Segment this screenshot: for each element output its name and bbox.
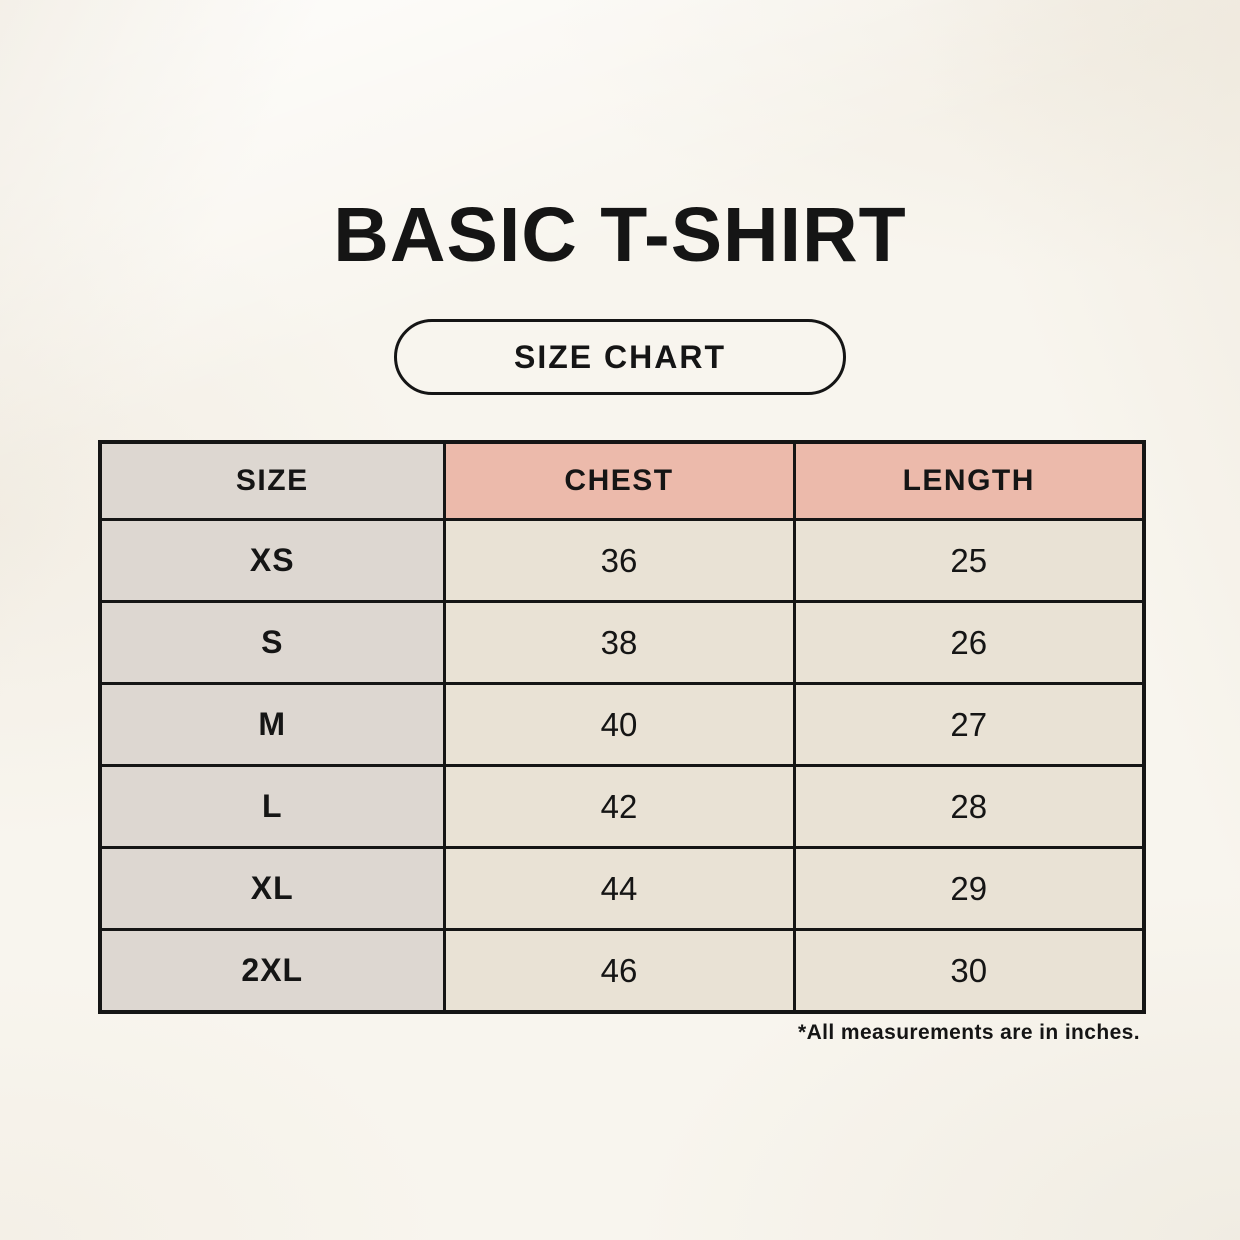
table-row-xl: XL 44 29 bbox=[98, 846, 1146, 931]
length-value: 28 bbox=[792, 764, 1146, 849]
chest-value: 36 bbox=[442, 518, 796, 603]
chest-value: 38 bbox=[442, 600, 796, 685]
chest-value: 46 bbox=[442, 928, 796, 1014]
size-label: S bbox=[98, 600, 446, 685]
measurements-footnote: *All measurements are in inches. bbox=[798, 1021, 1140, 1044]
size-label: XL bbox=[98, 846, 446, 931]
chest-value: 44 bbox=[442, 846, 796, 931]
column-header-chest: CHEST bbox=[442, 440, 796, 521]
table-row-2xl: 2XL 46 30 bbox=[98, 928, 1146, 1014]
table-row-m: M 40 27 bbox=[98, 682, 1146, 767]
column-header-size: SIZE bbox=[98, 440, 446, 521]
table-header-row: SIZE CHEST LENGTH bbox=[98, 440, 1146, 521]
size-chart-table: SIZE CHEST LENGTH XS 36 25 S 38 26 M 40 … bbox=[98, 440, 1146, 1014]
size-label: XS bbox=[98, 518, 446, 603]
table-row-xs: XS 36 25 bbox=[98, 518, 1146, 603]
size-label: 2XL bbox=[98, 928, 446, 1014]
chest-value: 42 bbox=[442, 764, 796, 849]
table-row-s: S 38 26 bbox=[98, 600, 1146, 685]
size-chart-badge-label: SIZE CHART bbox=[514, 338, 726, 375]
size-label: L bbox=[98, 764, 446, 849]
chest-value: 40 bbox=[442, 682, 796, 767]
length-value: 25 bbox=[792, 518, 1146, 603]
size-chart-badge: SIZE CHART bbox=[394, 319, 846, 395]
length-value: 26 bbox=[792, 600, 1146, 685]
page-title: BASIC T-SHIRT bbox=[333, 192, 907, 278]
length-value: 27 bbox=[792, 682, 1146, 767]
size-label: M bbox=[98, 682, 446, 767]
length-value: 29 bbox=[792, 846, 1146, 931]
length-value: 30 bbox=[792, 928, 1146, 1014]
table-row-l: L 42 28 bbox=[98, 764, 1146, 849]
column-header-length: LENGTH bbox=[792, 440, 1146, 521]
